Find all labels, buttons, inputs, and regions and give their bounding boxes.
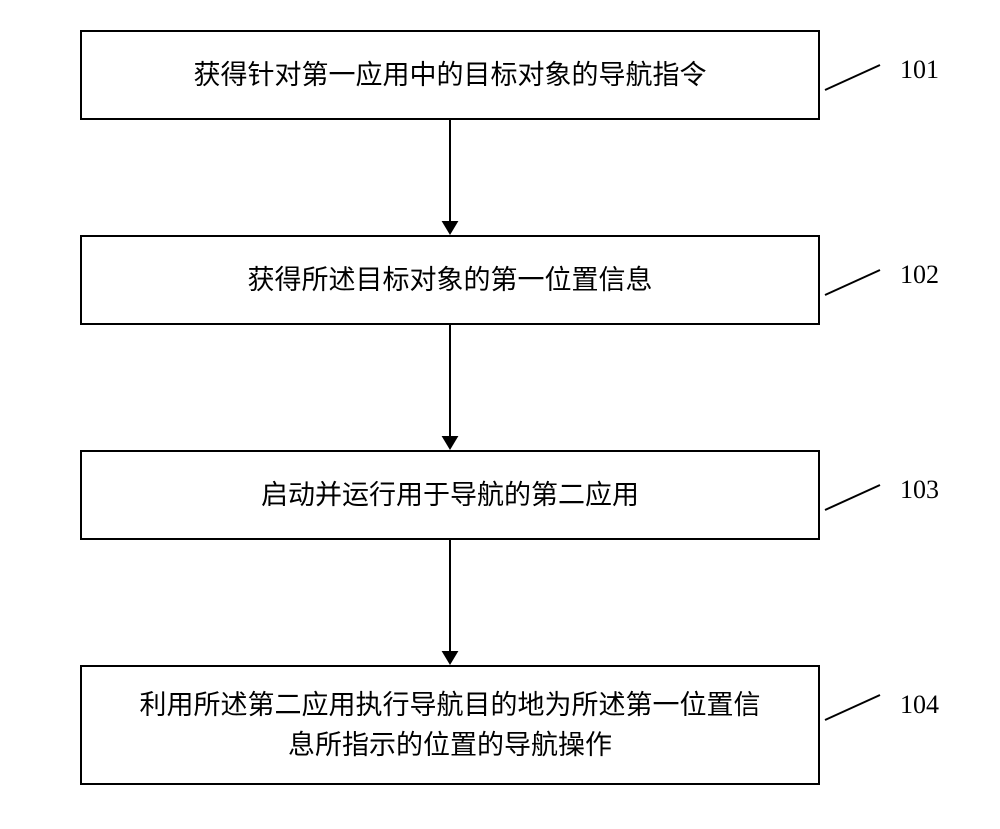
flow-arrow-3 <box>0 0 1000 829</box>
flowchart-canvas: 获得针对第一应用中的目标对象的导航指令101获得所述目标对象的第一位置信息102… <box>0 0 1000 829</box>
